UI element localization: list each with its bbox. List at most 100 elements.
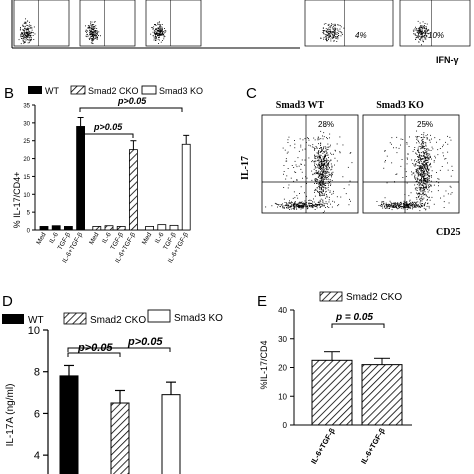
flow-event-dot [286, 205, 288, 207]
flow-event-dot [414, 159, 416, 161]
flow-event-dot [422, 36, 424, 38]
flow-event-dot [318, 170, 320, 172]
flow-event-dot [407, 153, 409, 155]
flow-event-dot [421, 182, 422, 183]
flow-event-dot [158, 29, 160, 31]
flow-event-dot [426, 199, 428, 201]
flow-event-dot [424, 167, 426, 169]
flow-event-dot [162, 31, 164, 33]
flow-event-dot [320, 198, 322, 200]
flow-event-dot [27, 42, 29, 44]
flow-event-dot [89, 30, 91, 31]
flow-event-dot [422, 203, 423, 204]
flow-event-dot [330, 203, 331, 205]
flow-event-dot [431, 176, 432, 178]
flow-event-dot [428, 207, 430, 209]
flow-event-dot [419, 154, 421, 156]
flow-event-dot [322, 212, 324, 213]
flow-event-dot [86, 30, 88, 32]
flow-event-dot [90, 21, 91, 23]
flow-event-dot [161, 34, 162, 35]
flow-event-dot [328, 167, 330, 168]
flow-event-dot [418, 179, 420, 181]
flow-event-dot [422, 190, 423, 192]
flow-event-dot [23, 42, 25, 44]
flow-event-dot [396, 205, 397, 207]
flow-event-dot [319, 194, 320, 196]
flow-event-dot [327, 189, 329, 191]
flow-event-dot [164, 28, 165, 29]
flow-event-dot [421, 25, 423, 27]
flow-event-dot [424, 166, 426, 168]
flow-event-dot [323, 147, 324, 149]
flow-event-dot [424, 156, 426, 158]
flow-event-dot [290, 208, 292, 210]
flow-event-dot [423, 165, 425, 167]
flow-event-dot [23, 37, 25, 39]
flow-event-dot [389, 208, 390, 209]
flow-event-dot [311, 146, 313, 148]
flow-event-dot [392, 206, 394, 208]
flow-event-dot [394, 202, 396, 204]
flow-event-dot [328, 171, 330, 173]
flow-event-dot [426, 187, 427, 189]
flow-event-dot [294, 202, 295, 204]
flow-event-dot [424, 173, 426, 175]
flow-event-dot [423, 203, 425, 205]
flow-event-dot [161, 24, 163, 25]
flow-event-dot [323, 167, 325, 169]
flow-event-dot [331, 206, 333, 208]
flow-event-dot [333, 40, 335, 41]
flow-event-dot [425, 183, 426, 185]
flow-event-dot [424, 188, 426, 190]
flow-event-dot [320, 166, 322, 168]
flow-event-dot [424, 161, 425, 163]
flow-event-dot [424, 159, 426, 161]
flow-event-dot [296, 166, 298, 168]
flow-event-dot [317, 191, 318, 192]
flow-event-dot [328, 201, 330, 203]
flow-event-dot [419, 30, 421, 32]
flow-event-dot [427, 166, 429, 167]
flow-event-dot [330, 32, 332, 34]
flow-event-dot [325, 165, 327, 167]
flow-event-dot [418, 145, 420, 147]
flow-event-dot [29, 30, 31, 32]
flow-event-dot [289, 206, 291, 207]
flow-event-dot [30, 39, 32, 41]
flow-event-dot [295, 204, 297, 206]
flow-event-dot [424, 186, 426, 188]
flow-event-dot [337, 205, 339, 207]
flow-event-dot [422, 146, 424, 148]
flow-event-dot [90, 33, 91, 35]
flow-event-dot [323, 174, 325, 176]
flow-event-dot [301, 159, 303, 161]
flow-event-dot [409, 204, 411, 206]
flow-event-dot [326, 179, 328, 181]
flow-event-dot [318, 167, 320, 169]
panel-b-y-axis-label: % IL-17/CD4+ [12, 172, 22, 229]
flow-event-dot [87, 25, 89, 26]
flow-event-dot [325, 197, 326, 199]
panel-b-y-tick-label: 25 [23, 139, 30, 145]
flow-event-dot [314, 204, 316, 206]
flow-event-dot [425, 157, 427, 159]
flow-event-dot [321, 170, 322, 172]
flow-event-dot [385, 205, 387, 207]
flow-event-dot [417, 161, 419, 163]
flow-event-dot [447, 151, 449, 153]
flow-event-dot [158, 34, 159, 36]
flow-event-dot [424, 33, 426, 35]
flow-event-dot [412, 207, 414, 209]
flow-event-dot [332, 38, 334, 39]
flow-event-dot [323, 183, 324, 185]
flow-event-dot [97, 31, 98, 33]
flow-event-dot [29, 31, 31, 33]
flow-event-dot [29, 37, 31, 39]
flow-event-dot [315, 188, 317, 190]
flow-event-dot [419, 22, 421, 24]
flow-event-dot [431, 191, 433, 193]
flow-event-dot [26, 28, 28, 29]
flow-event-dot [322, 170, 324, 172]
flow-event-dot [326, 35, 328, 37]
